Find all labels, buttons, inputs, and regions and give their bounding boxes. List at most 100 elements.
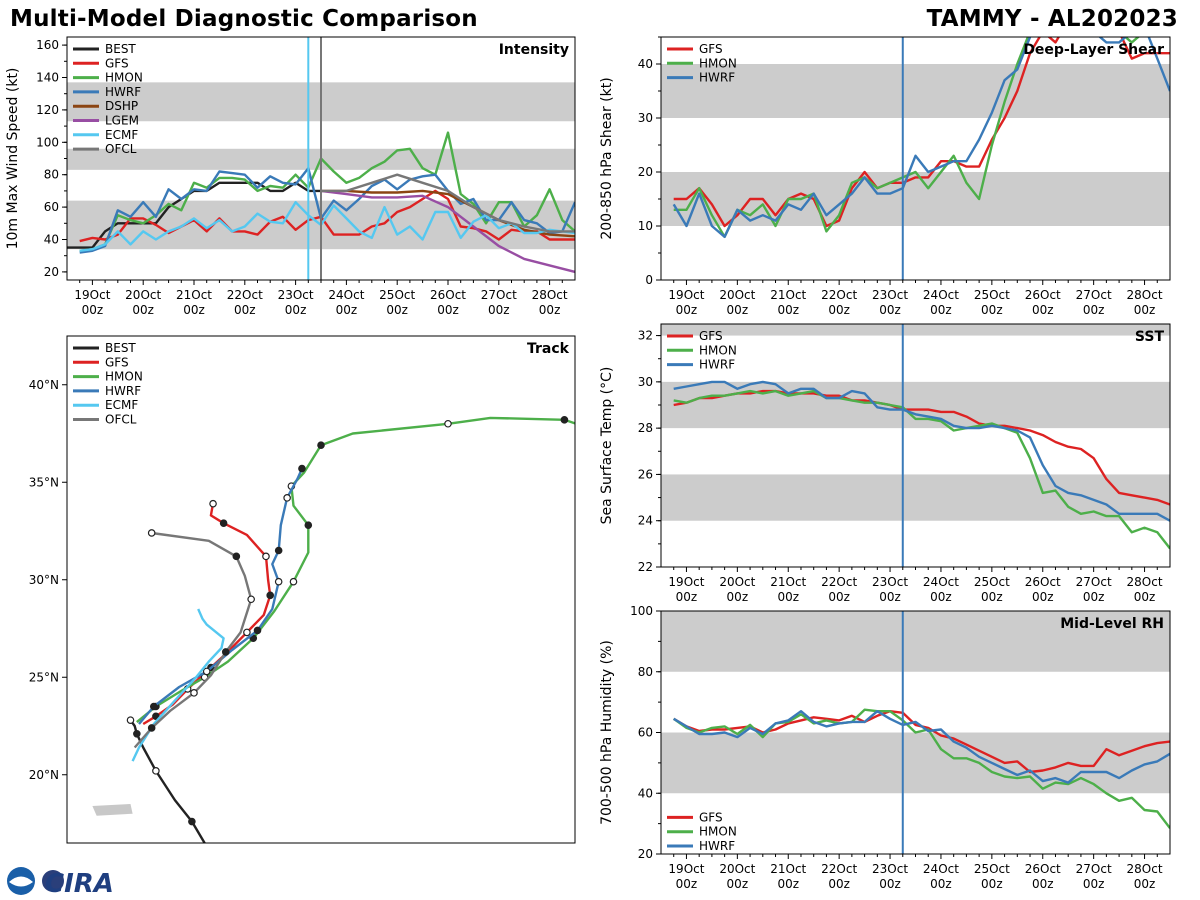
y-tick-label: 30°N: [29, 573, 59, 587]
x-tick-label-date: 28Oct: [1127, 288, 1163, 302]
series-line-gfs: [673, 37, 1170, 228]
track-point-hwrf: [274, 577, 283, 586]
x-tick-label-date: 27Oct: [1076, 288, 1112, 302]
x-tick-label-date: 19Oct: [668, 575, 704, 589]
band-10-20: [661, 172, 1170, 226]
x-tick-label-hour: 00z: [930, 303, 952, 317]
y-tick-label: 60: [638, 726, 653, 740]
x-tick-label-hour: 00z: [234, 303, 256, 317]
y-tick-label: 35°N: [29, 475, 59, 489]
track-point-best: [126, 716, 135, 724]
series-line-lgem: [320, 189, 575, 274]
noaa-cira-logo: CIRA: [7, 867, 114, 897]
x-tick-label-date: 19Oct: [74, 288, 110, 302]
legend-label-ecmf: ECMF: [105, 128, 138, 142]
legend-label-gfs: GFS: [699, 329, 723, 343]
x-tick-label-hour: 00z: [1032, 590, 1054, 604]
legend-label-hwrf: HWRF: [105, 384, 141, 398]
x-tick-label-hour: 00z: [981, 877, 1003, 891]
storm-name: TAMMY - AL202023: [926, 6, 1178, 32]
series-line-hwrf: [673, 380, 1170, 522]
x-tick-label-date: 20Oct: [719, 575, 755, 589]
plot-area-intensity: [67, 131, 575, 274]
track-point-hmon: [317, 441, 325, 450]
x-tick-label-hour: 00z: [879, 877, 901, 891]
legend-label-hwrf: HWRF: [699, 358, 735, 372]
x-tick-label-hour: 00z: [981, 303, 1003, 317]
axes-frame: [660, 323, 1171, 568]
y-tick-label: 20: [638, 165, 653, 179]
track-point-ofcl: [247, 595, 255, 604]
y-tick-label: 40: [638, 57, 653, 71]
track-point-gfs: [243, 628, 251, 637]
x-tick-label-date: 28Oct: [1127, 575, 1163, 589]
panel-sst: 22242628303219Oct00z20Oct00z21Oct00z22Oc…: [599, 323, 1171, 604]
y-tick-label: 22: [638, 560, 653, 574]
track-point-ofcl: [147, 724, 156, 732]
x-tick-label-hour: 00z: [727, 590, 749, 604]
legend-label-hmon: HMON: [105, 370, 143, 384]
track-point-gfs: [266, 591, 275, 600]
track-point-gfs: [262, 552, 270, 561]
x-tick-label-hour: 00z: [777, 877, 799, 891]
x-tick-label-date: 23Oct: [278, 288, 314, 302]
x-tick-label-date: 24Oct: [923, 575, 959, 589]
x-tick-label-date: 23Oct: [872, 288, 908, 302]
x-tick-label-hour: 00z: [1134, 590, 1156, 604]
y-tick-label: 20°N: [29, 768, 59, 782]
x-tick-label-hour: 00z: [1032, 303, 1054, 317]
legend-label-ofcl: OFCL: [105, 142, 137, 156]
plot-area-track: [126, 416, 575, 843]
x-tick-label-hour: 00z: [828, 303, 850, 317]
x-tick-label-hour: 00z: [1134, 303, 1156, 317]
track-point-ofcl: [147, 529, 156, 537]
y-tick-label: 0: [645, 273, 653, 287]
x-tick-label-hour: 00z: [777, 303, 799, 317]
series-line-best: [67, 181, 321, 249]
x-tick-label-date: 26Oct: [430, 288, 466, 302]
y-tick-label: 100: [36, 135, 59, 149]
x-tick-label-date: 28Oct: [1127, 862, 1163, 876]
track-point-ofcl: [221, 648, 230, 656]
track-point-best: [188, 817, 196, 826]
x-tick-label-hour: 00z: [879, 303, 901, 317]
track-point-best: [133, 729, 141, 738]
x-tick-label-hour: 00z: [676, 590, 698, 604]
legend-label-best: BEST: [105, 42, 136, 56]
x-tick-label-hour: 00z: [828, 877, 850, 891]
track-point-hwrf: [274, 546, 283, 555]
legend-label-hwrf: HWRF: [105, 85, 141, 99]
x-tick-label-hour: 00z: [285, 303, 307, 317]
track-point-ofcl: [190, 689, 198, 697]
x-tick-label-date: 27Oct: [1076, 575, 1112, 589]
legend-label-hmon: HMON: [105, 71, 143, 85]
track-point-hmon: [289, 577, 298, 586]
x-tick-label-date: 20Oct: [719, 288, 755, 302]
series-line-hmon: [673, 37, 1141, 239]
track-point-hwrf: [253, 626, 262, 635]
series-line-ecmf: [79, 200, 575, 252]
noaa-bird-icon: [9, 876, 33, 887]
x-tick-label-hour: 00z: [539, 303, 561, 317]
x-tick-label-date: 24Oct: [923, 862, 959, 876]
x-tick-label-hour: 00z: [981, 590, 1003, 604]
x-tick-label-date: 27Oct: [1076, 862, 1112, 876]
x-tick-label-hour: 00z: [1032, 877, 1054, 891]
x-tick-label-date: 26Oct: [1025, 288, 1061, 302]
band-28-30: [661, 381, 1170, 429]
y-tick-label: 20: [638, 847, 653, 861]
x-tick-label-hour: 00z: [386, 303, 408, 317]
x-tick-label-date: 20Oct: [719, 862, 755, 876]
y-axis-label: 700-500 hPa Humidity (%): [599, 640, 615, 825]
track-point-hmon: [304, 521, 313, 529]
legend-label-hmon: HMON: [699, 825, 737, 839]
band-30-40: [661, 64, 1170, 118]
x-tick-label-hour: 00z: [1083, 877, 1105, 891]
legend-label-gfs: GFS: [105, 355, 129, 369]
track-point-hwrf: [202, 667, 211, 676]
legend-label-dshp: DSHP: [105, 99, 138, 113]
x-tick-label-date: 26Oct: [1025, 575, 1061, 589]
